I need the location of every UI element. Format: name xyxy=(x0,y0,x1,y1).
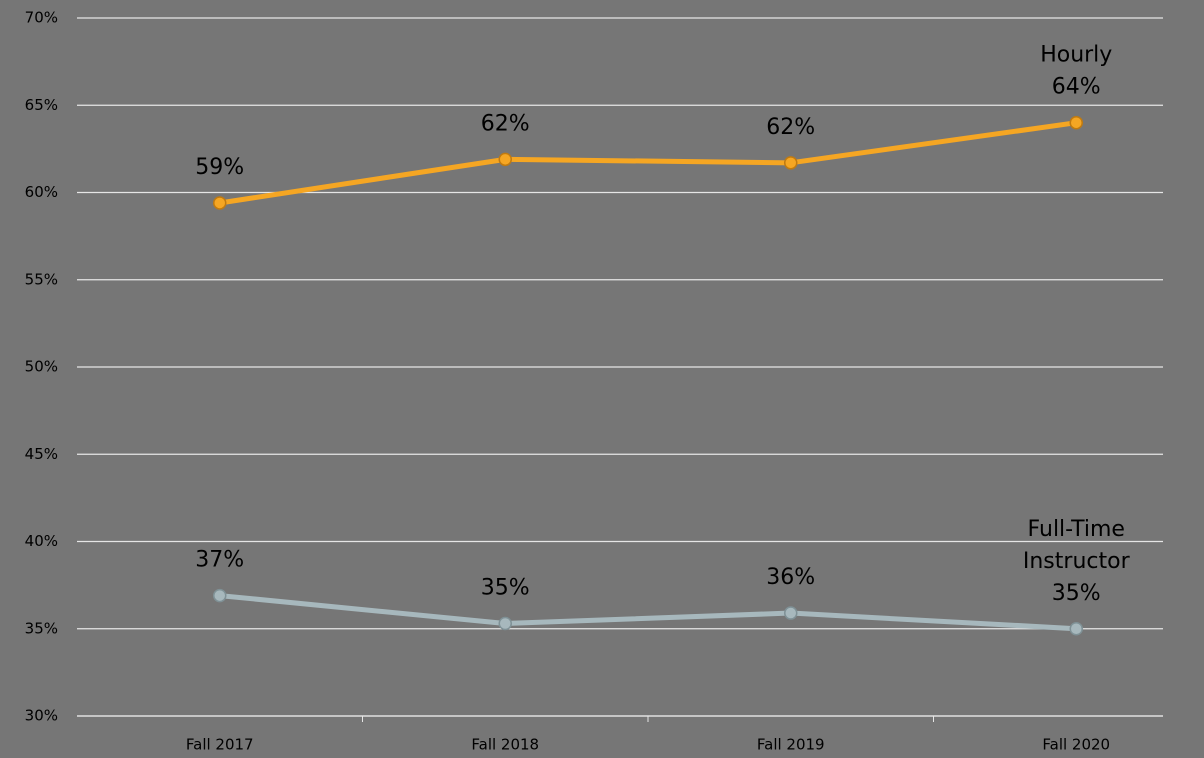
data-label: 64% xyxy=(1052,75,1101,100)
x-tick-label: Fall 2020 xyxy=(1042,736,1110,754)
y-tick-label: 35% xyxy=(25,619,58,637)
y-tick-label: 60% xyxy=(25,183,58,201)
point xyxy=(498,616,512,631)
point xyxy=(1069,622,1083,636)
data-label: 35% xyxy=(481,576,530,601)
point xyxy=(498,152,512,167)
x-tick-label: Fall 2018 xyxy=(471,736,539,754)
data-label: 62% xyxy=(481,111,530,136)
y-tick-label: 70% xyxy=(25,9,58,27)
y-tick-label: 65% xyxy=(25,96,58,114)
data-label: 35% xyxy=(1052,581,1101,606)
point xyxy=(784,156,798,170)
x-tick-label: Fall 2017 xyxy=(186,736,254,754)
series-label: Hourly xyxy=(1040,43,1112,68)
x-tick-label: Fall 2019 xyxy=(757,736,825,754)
series-line xyxy=(219,593,1077,632)
point xyxy=(784,606,798,620)
y-tick-label: 45% xyxy=(25,445,58,463)
y-tick-label: 30% xyxy=(25,707,58,725)
data-label: 59% xyxy=(195,155,244,180)
data-label: 37% xyxy=(195,548,244,573)
y-tick-label: 50% xyxy=(25,358,58,376)
data-label: 62% xyxy=(766,115,815,140)
series-line xyxy=(219,120,1077,206)
point xyxy=(1069,115,1083,130)
series-label: Full-Time Instructor xyxy=(1023,517,1131,574)
point xyxy=(213,588,227,603)
y-tick-label: 55% xyxy=(25,270,58,288)
data-label: 36% xyxy=(766,565,815,590)
y-tick-label: 40% xyxy=(25,532,58,550)
point xyxy=(213,196,227,210)
